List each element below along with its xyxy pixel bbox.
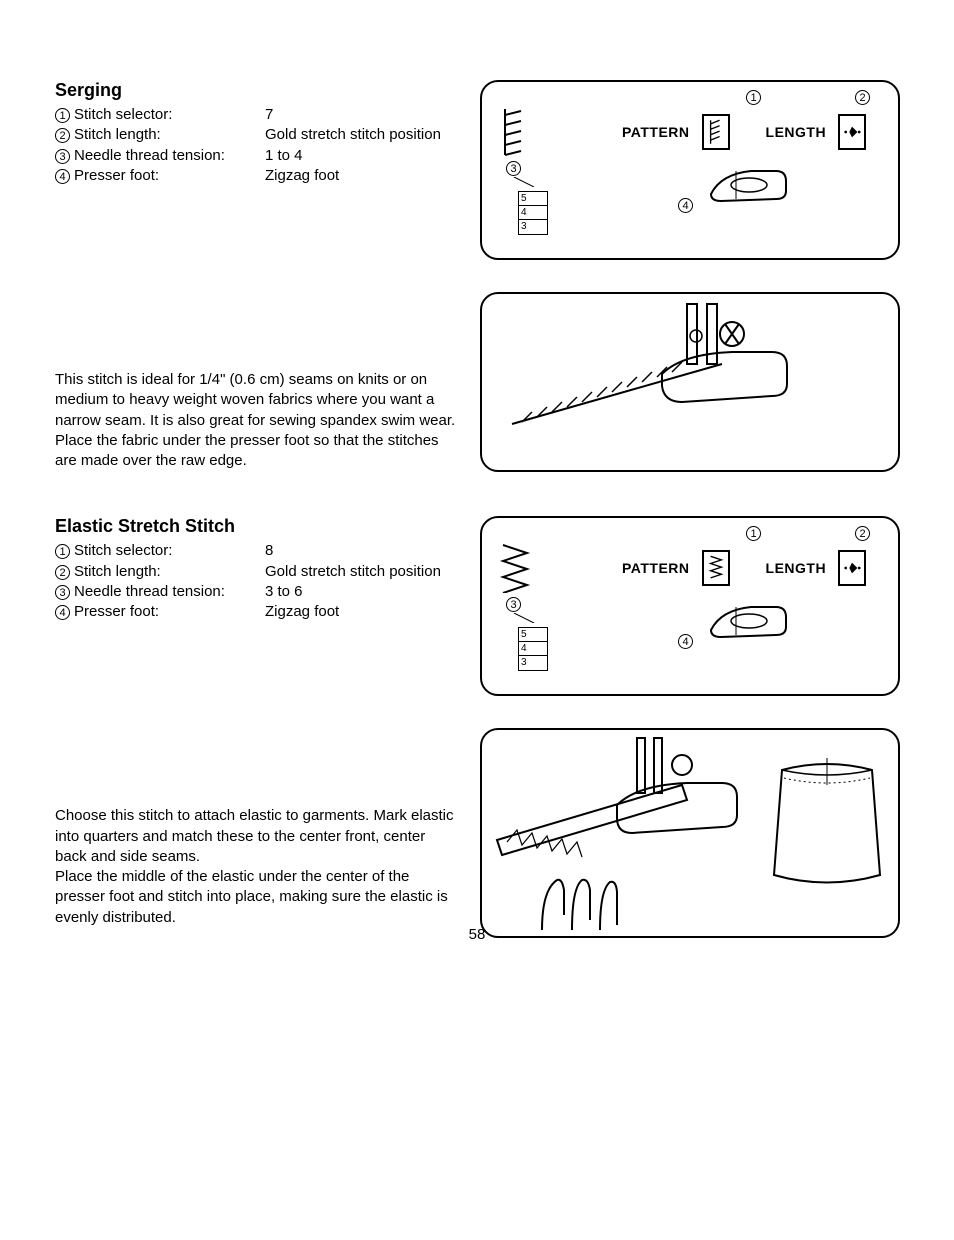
setting-value: 3 to 6 [265, 582, 460, 602]
serging-desc-row: This stitch is ideal for 1/4" (0.6 cm) s… [55, 280, 904, 486]
tension-mark: 5 [519, 192, 547, 206]
tension-scale: 5 4 3 [518, 627, 548, 671]
tension-mark: 4 [519, 206, 547, 220]
elastic-sewing-icon [482, 730, 902, 940]
tension-scale: 5 4 3 [518, 191, 548, 235]
serging-sewing-icon [482, 294, 902, 474]
elastic-illustration [480, 728, 900, 938]
serging-figure-col: 1 2 PATTERN LENGTH [480, 80, 904, 260]
circled-number-icon: 3 [55, 585, 70, 600]
section-serging: Serging 1 Stitch selector: 7 2 Stitch leng… [55, 80, 904, 260]
annotation-4: 4 [678, 632, 697, 648]
presser-foot-annotation: 4 [678, 159, 791, 214]
circled-number-icon: 2 [55, 565, 70, 580]
annotation-3: 3 [506, 159, 525, 175]
setting-label: Needle thread tension: [74, 582, 225, 602]
setting-value: Zigzag foot [265, 166, 460, 186]
section-elastic: Elastic Stretch Stitch 1 Stitch selector:… [55, 516, 904, 696]
circled-number-icon: 4 [55, 605, 70, 620]
serging-text-col: Serging 1 Stitch selector: 7 2 Stitch leng… [55, 80, 480, 186]
setting-value: Zigzag foot [265, 602, 460, 622]
leader-line-icon [510, 177, 540, 187]
annotation-3: 3 [506, 595, 525, 611]
setting-value: 1 to 4 [265, 146, 460, 166]
setting-row: 4 Presser foot: Zigzag foot [55, 602, 460, 622]
stitch-sample-icon [496, 543, 538, 593]
elastic-figure-col: 1 2 PATTERN LENGTH [480, 516, 904, 696]
setting-value: Gold stretch stitch position [265, 562, 460, 582]
setting-label: Presser foot: [74, 602, 159, 622]
setting-label: Presser foot: [74, 166, 159, 186]
tension-annotation: 3 5 4 3 [496, 595, 548, 671]
elastic-description: Choose this stitch to attach elastic to … [55, 806, 460, 928]
setting-row: 3 Needle thread tension: 3 to 6 [55, 582, 460, 602]
presser-foot-icon [701, 595, 791, 645]
serging-settings: 1 Stitch selector: 7 2 Stitch length: Gold… [55, 105, 460, 186]
setting-row: 1 Stitch selector: 8 [55, 541, 460, 561]
elastic-settings: 1 Stitch selector: 8 2 Stitch length: Gold… [55, 541, 460, 622]
setting-label: Stitch selector: [74, 541, 172, 561]
annotation-2: 2 [855, 88, 874, 105]
setting-label: Stitch selector: [74, 105, 172, 125]
pattern-dial-icon [702, 550, 730, 586]
stitch-sample-icon [496, 107, 538, 157]
tension-mark: 3 [519, 656, 547, 670]
setting-row: 1 Stitch selector: 7 [55, 105, 460, 125]
setting-value: Gold stretch stitch position [265, 125, 460, 145]
leader-line-icon [510, 613, 540, 623]
presser-foot-icon [701, 159, 791, 209]
setting-value: 8 [265, 541, 460, 561]
elastic-title: Elastic Stretch Stitch [55, 516, 460, 537]
circled-number-icon: 1 [55, 108, 70, 123]
circled-number-icon: 2 [55, 128, 70, 143]
setting-row: 3 Needle thread tension: 1 to 4 [55, 146, 460, 166]
annotation-4: 4 [678, 196, 697, 212]
elastic-desc-row: Choose this stitch to attach elastic to … [55, 716, 904, 943]
tension-annotation: 3 5 4 3 [496, 159, 548, 235]
pattern-label: PATTERN [622, 124, 690, 140]
annotation-1: 1 [746, 524, 765, 541]
setting-label: Stitch length: [74, 125, 161, 145]
pattern-dial-icon [702, 114, 730, 150]
length-label: LENGTH [766, 124, 827, 140]
elastic-text-col: Elastic Stretch Stitch 1 Stitch selector:… [55, 516, 480, 622]
serging-description: This stitch is ideal for 1/4" (0.6 cm) s… [55, 370, 460, 471]
length-dial-icon [838, 114, 866, 150]
setting-row: 2 Stitch length: Gold stretch stitch posi… [55, 562, 460, 582]
tension-mark: 3 [519, 220, 547, 234]
tension-mark: 4 [519, 642, 547, 656]
serging-illustration [480, 292, 900, 472]
annotation-1: 1 [746, 88, 765, 105]
pattern-label: PATTERN [622, 560, 690, 576]
setting-label: Stitch length: [74, 562, 161, 582]
circled-number-icon: 1 [55, 544, 70, 559]
serging-title: Serging [55, 80, 460, 101]
length-label: LENGTH [766, 560, 827, 576]
setting-row: 2 Stitch length: Gold stretch stitch posi… [55, 125, 460, 145]
tension-mark: 5 [519, 628, 547, 642]
page-number: 58 [0, 926, 954, 943]
setting-value: 7 [265, 105, 460, 125]
setting-label: Needle thread tension: [74, 146, 225, 166]
length-dial-icon [838, 550, 866, 586]
presser-foot-annotation: 4 [678, 595, 791, 650]
circled-number-icon: 4 [55, 169, 70, 184]
serging-settings-figure: 1 2 PATTERN LENGTH [480, 80, 900, 260]
setting-row: 4 Presser foot: Zigzag foot [55, 166, 460, 186]
elastic-settings-figure: 1 2 PATTERN LENGTH [480, 516, 900, 696]
circled-number-icon: 3 [55, 149, 70, 164]
manual-page: Serging 1 Stitch selector: 7 2 Stitch leng… [0, 0, 954, 983]
annotation-2: 2 [855, 524, 874, 541]
